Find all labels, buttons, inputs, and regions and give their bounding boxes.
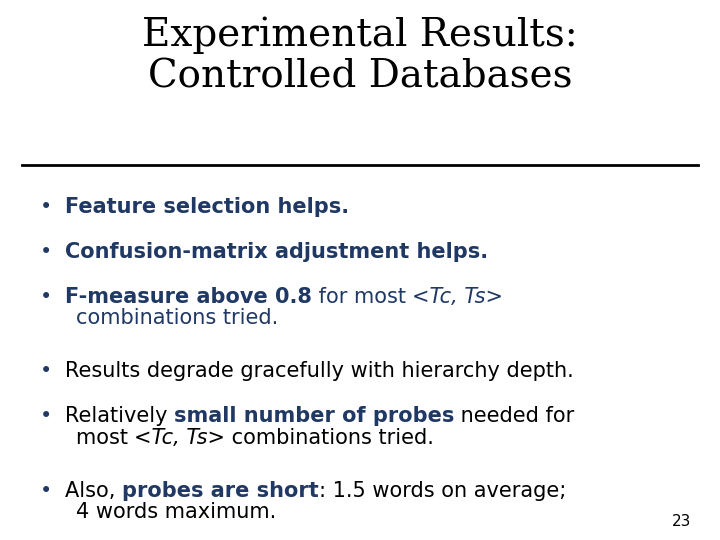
- Text: <Tc, Ts>: <Tc, Ts>: [413, 287, 503, 307]
- Text: •: •: [40, 481, 52, 501]
- Text: •: •: [40, 406, 52, 426]
- Text: for most: for most: [312, 287, 413, 307]
- Text: 4 words maximum.: 4 words maximum.: [76, 502, 276, 522]
- Text: F-measure above 0.8: F-measure above 0.8: [65, 287, 312, 307]
- Text: Results degrade gracefully with hierarchy depth.: Results degrade gracefully with hierarch…: [65, 361, 574, 381]
- Text: needed for: needed for: [454, 406, 575, 426]
- Text: •: •: [40, 361, 52, 381]
- Text: : 1.5 words on average;: : 1.5 words on average;: [318, 481, 566, 501]
- Text: 23: 23: [672, 514, 691, 529]
- Text: Confusion-matrix adjustment helps.: Confusion-matrix adjustment helps.: [65, 242, 488, 262]
- Text: •: •: [40, 242, 52, 262]
- Text: small number of probes: small number of probes: [174, 406, 454, 426]
- Text: combinations tried.: combinations tried.: [76, 308, 278, 328]
- Text: <Tc, Ts>: <Tc, Ts>: [134, 428, 225, 448]
- Text: probes are short: probes are short: [122, 481, 318, 501]
- Text: combinations tried.: combinations tried.: [225, 428, 434, 448]
- Text: •: •: [40, 197, 52, 217]
- Text: •: •: [40, 287, 52, 307]
- Text: Relatively: Relatively: [65, 406, 174, 426]
- Text: Feature selection helps.: Feature selection helps.: [65, 197, 349, 217]
- Text: Experimental Results:
Controlled Databases: Experimental Results: Controlled Databas…: [142, 16, 578, 95]
- Text: Also,: Also,: [65, 481, 122, 501]
- Text: most: most: [76, 428, 134, 448]
